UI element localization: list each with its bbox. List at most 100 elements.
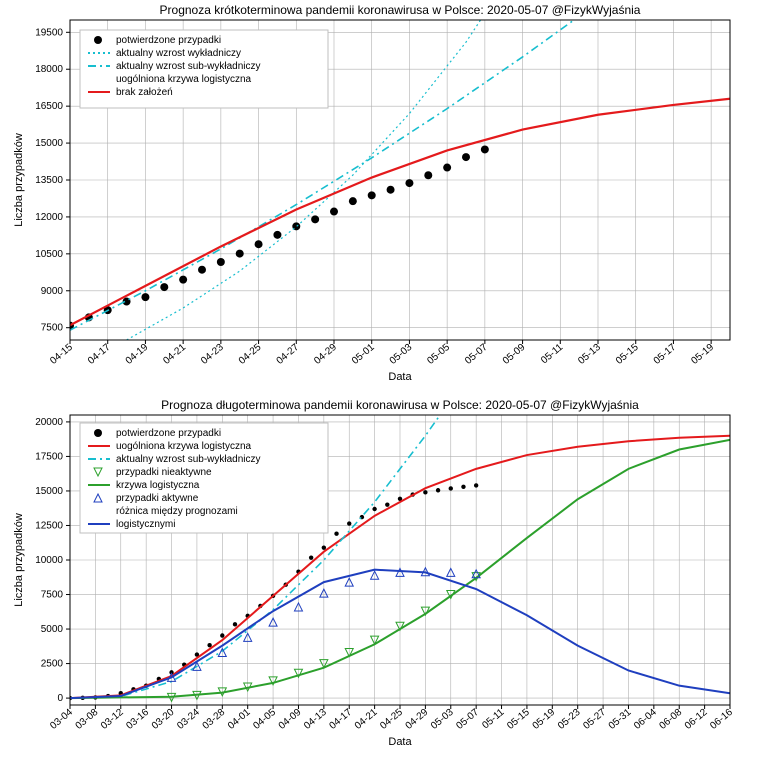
legend-label: potwierdzone przypadki <box>116 428 221 439</box>
ytick-label: 15000 <box>35 486 63 497</box>
xtick-label: 04-15 <box>48 342 75 367</box>
ytick-label: 2500 <box>41 659 64 670</box>
top-chart-confirmed-pt <box>387 186 395 194</box>
bottom-chart-confirmed-pt <box>233 622 237 626</box>
ytick-label: 10500 <box>35 249 63 260</box>
xtick-label: 06-16 <box>708 707 735 732</box>
xtick-label: 03-12 <box>99 707 126 732</box>
xtick-label: 03-04 <box>48 707 75 732</box>
xtick-label: 05-07 <box>463 342 490 367</box>
ytick-label: 20000 <box>35 417 63 428</box>
top-chart-xlabel: Data <box>388 371 412 383</box>
xtick-label: 05-19 <box>531 707 558 732</box>
xtick-label: 04-17 <box>86 342 113 367</box>
top-chart-confirmed-pt <box>368 191 376 199</box>
xtick-label: 04-23 <box>199 342 226 367</box>
bottom-chart-confirmed-pt <box>207 643 211 647</box>
bottom-chart-confirmed-pt <box>220 633 224 637</box>
xtick-label: 05-11 <box>480 707 506 732</box>
legend-label: różnica między prognozami <box>116 506 238 517</box>
legend-label: aktualny wzrost sub-wykładniczy <box>116 454 261 465</box>
xtick-label: 04-25 <box>237 342 264 367</box>
ytick-label: 19500 <box>35 27 63 38</box>
bottom-chart-ylabel: Liczba przypadków <box>13 513 25 607</box>
xtick-label: 03-08 <box>74 707 101 732</box>
xtick-label: 03-28 <box>201 707 228 732</box>
xtick-label: 03-20 <box>150 707 177 732</box>
xtick-label: 05-31 <box>607 707 634 732</box>
bottom-chart-confirmed-pt <box>385 502 389 506</box>
xtick-label: 05-19 <box>689 342 716 367</box>
xtick-label: 05-11 <box>539 342 565 367</box>
ytick-label: 9000 <box>41 286 64 297</box>
ytick-label: 15000 <box>35 138 63 149</box>
bottom-chart-xlabel: Data <box>388 736 412 748</box>
xtick-label: 04-19 <box>124 342 151 367</box>
xtick-label: 04-17 <box>327 707 354 732</box>
xtick-label: 04-27 <box>275 342 302 367</box>
top-chart-confirmed-pt <box>481 145 489 153</box>
top-chart-confirmed-pt <box>330 208 338 216</box>
top-chart-confirmed-pt <box>443 164 451 172</box>
top-chart-confirmed-pt <box>462 153 470 161</box>
xtick-label: 03-16 <box>124 707 151 732</box>
bottom-chart-confirmed-pt <box>461 485 465 489</box>
legend-label: przypadki nieaktywne <box>116 467 212 478</box>
legend-marker <box>94 36 102 44</box>
bottom-chart-confirmed-pt <box>322 545 326 549</box>
ytick-label: 17500 <box>35 451 63 462</box>
xtick-label: 04-21 <box>353 707 380 732</box>
top-chart-title: Prognoza krótkoterminowa pandemii korona… <box>160 3 641 17</box>
ytick-label: 12000 <box>35 212 63 223</box>
xtick-label: 05-23 <box>556 707 583 732</box>
top-chart-confirmed-pt <box>273 231 281 239</box>
legend-label: uogólniona krzywa logistyczna <box>116 441 252 452</box>
top-chart-confirmed-pt <box>217 258 225 266</box>
bottom-chart-confirmed-pt <box>309 555 313 559</box>
xtick-label: 04-29 <box>312 342 339 367</box>
ytick-label: 7500 <box>41 590 64 601</box>
xtick-label: 04-21 <box>161 342 188 367</box>
top-chart-confirmed-pt <box>160 283 168 291</box>
bottom-chart-confirmed-pt <box>449 486 453 490</box>
ytick-label: 5000 <box>41 624 64 635</box>
legend-label: aktualny wzrost sub-wykładniczy <box>116 61 261 72</box>
xtick-label: 05-03 <box>388 342 415 367</box>
figure-container: 7500900010500120001350015000165001800019… <box>0 0 760 760</box>
ytick-label: 0 <box>57 693 63 704</box>
ytick-label: 13500 <box>35 175 63 186</box>
xtick-label: 05-27 <box>581 707 608 732</box>
legend-label: aktualny wzrost wykładniczy <box>116 48 241 59</box>
xtick-label: 06-08 <box>657 707 684 732</box>
bottom-chart-title: Prognoza długoterminowa pandemii koronaw… <box>161 398 639 412</box>
legend-label: brak założeń <box>116 87 173 98</box>
legend-label: przypadki aktywne <box>116 493 199 504</box>
xtick-label: 04-09 <box>277 707 304 732</box>
top-chart-confirmed-pt <box>405 179 413 187</box>
xtick-label: 04-25 <box>378 707 405 732</box>
ytick-label: 12500 <box>35 520 63 531</box>
xtick-label: 06-04 <box>632 707 659 732</box>
xtick-label: 04-01 <box>226 707 253 732</box>
xtick-label: 05-17 <box>652 342 679 367</box>
ytick-label: 7500 <box>41 323 64 334</box>
xtick-label: 05-01 <box>350 342 377 367</box>
top-chart-confirmed-pt <box>349 197 357 205</box>
legend-label: logistycznymi <box>116 519 175 530</box>
top-chart-confirmed-pt <box>424 171 432 179</box>
bottom-chart-confirmed-pt <box>474 483 478 487</box>
legend-label: potwierdzone przypadki <box>116 35 221 46</box>
top-chart-confirmed-pt <box>236 250 244 258</box>
top-chart-confirmed-pt <box>255 240 263 248</box>
figure-svg: 7500900010500120001350015000165001800019… <box>0 0 760 760</box>
xtick-label: 04-05 <box>251 707 278 732</box>
bottom-chart-confirmed-pt <box>334 532 338 536</box>
bottom-chart-confirmed-pt <box>372 507 376 511</box>
legend-label: uogólniona krzywa logistyczna <box>116 74 252 85</box>
top-chart-confirmed-pt <box>179 276 187 284</box>
legend-label: krzywa logistyczna <box>116 480 200 491</box>
ytick-label: 10000 <box>35 555 63 566</box>
legend-marker <box>94 429 102 437</box>
xtick-label: 04-29 <box>404 707 431 732</box>
xtick-label: 03-24 <box>175 707 202 732</box>
